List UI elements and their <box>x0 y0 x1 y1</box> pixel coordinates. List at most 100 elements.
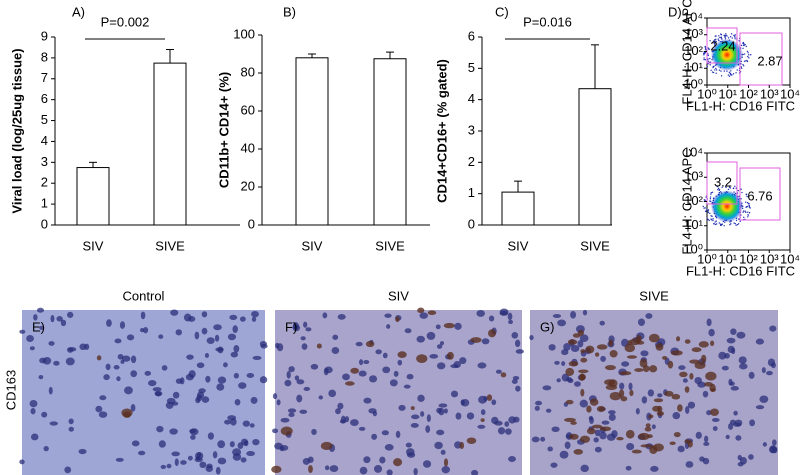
nucleus <box>330 465 339 472</box>
nucleus <box>722 366 729 371</box>
y-tick-label: 1 <box>468 185 475 200</box>
image-title: Control <box>123 288 165 303</box>
nucleus <box>436 324 441 329</box>
nucleus <box>308 457 314 463</box>
nucleus <box>476 310 485 317</box>
nucleus <box>441 450 446 455</box>
nucleus <box>478 396 487 404</box>
event-dot <box>714 221 715 222</box>
stained-cell <box>610 350 618 357</box>
nucleus <box>405 328 412 333</box>
stained-cell <box>627 340 631 345</box>
nucleus <box>407 374 414 380</box>
nucleus <box>156 426 163 433</box>
nucleus <box>713 426 718 431</box>
y-tick-label: 2 <box>41 175 48 190</box>
nucleus <box>19 460 24 465</box>
nucleus <box>439 403 448 407</box>
stained-cell <box>684 439 690 443</box>
nucleus <box>213 324 222 330</box>
nucleus <box>437 362 445 369</box>
nucleus <box>769 325 776 331</box>
nucleus <box>640 350 648 356</box>
x-tick-label: SIV <box>83 238 104 253</box>
nucleus <box>491 399 496 405</box>
stained-cell <box>701 355 706 363</box>
nucleus <box>748 454 754 460</box>
nucleus <box>535 406 540 411</box>
image-title: SIVE <box>639 288 669 303</box>
stained-cell <box>428 310 436 315</box>
nucleus <box>273 393 277 399</box>
stained-cell <box>606 385 617 390</box>
nucleus <box>546 409 551 413</box>
nucleus <box>224 420 231 425</box>
stained-cell <box>501 372 507 377</box>
event-dot <box>747 61 748 62</box>
nucleus <box>253 356 262 360</box>
nucleus <box>311 429 317 435</box>
stained-cell <box>621 396 628 401</box>
event-dot <box>744 53 745 54</box>
y-tick-label: 40 <box>241 140 255 155</box>
nucleus <box>162 365 168 371</box>
event-dot <box>737 224 738 225</box>
nucleus <box>454 323 461 330</box>
nucleus <box>731 348 735 354</box>
event-dot <box>710 218 711 219</box>
event-dot <box>733 188 734 189</box>
y-tick-label: 6 <box>468 28 475 43</box>
nucleus <box>570 311 576 319</box>
y-tick-label: 4 <box>41 133 48 148</box>
stained-cell <box>321 442 333 450</box>
stained-cell <box>447 352 454 360</box>
nucleus <box>417 336 425 343</box>
stained-cell <box>569 361 579 366</box>
nucleus <box>342 374 350 381</box>
nucleus <box>481 409 486 415</box>
nucleus <box>288 413 294 418</box>
nucleus <box>652 424 656 429</box>
event-dot <box>747 216 748 217</box>
stained-cell <box>710 408 719 416</box>
micrograph <box>529 310 778 475</box>
nucleus <box>461 399 469 406</box>
nucleus <box>296 379 304 384</box>
event-dot <box>741 45 742 46</box>
y-tick-label: 8 <box>41 49 48 64</box>
nucleus <box>218 458 227 465</box>
nucleus <box>678 365 685 370</box>
stained-cell <box>672 394 681 400</box>
event-dot <box>740 221 741 222</box>
nucleus <box>116 458 124 462</box>
event-dot <box>740 189 741 190</box>
nucleus <box>115 338 122 343</box>
event-dot <box>750 54 751 55</box>
nucleus <box>766 371 773 375</box>
event-dot <box>736 220 737 221</box>
y-tick-label: 3 <box>41 154 48 169</box>
stained-cell <box>677 404 683 411</box>
nucleus <box>227 415 236 420</box>
nucleus <box>619 383 624 390</box>
nucleus <box>583 310 587 316</box>
nucleus <box>332 347 340 354</box>
image-title: SIV <box>388 288 409 303</box>
nucleus <box>406 448 415 456</box>
nucleus <box>733 411 737 416</box>
stained-cell <box>393 458 402 466</box>
event-dot <box>703 59 704 60</box>
nucleus <box>140 328 144 332</box>
nucleus <box>202 311 207 317</box>
nucleus <box>305 327 311 331</box>
event-dot <box>743 217 744 218</box>
nucleus <box>234 373 239 379</box>
stained-cell <box>487 394 492 401</box>
event-dot <box>720 70 721 71</box>
event-dot <box>703 57 704 58</box>
nucleus <box>425 425 430 433</box>
stained-cell <box>636 341 644 345</box>
event-dot <box>724 36 725 37</box>
nucleus <box>382 430 389 435</box>
event-dot <box>745 212 746 213</box>
